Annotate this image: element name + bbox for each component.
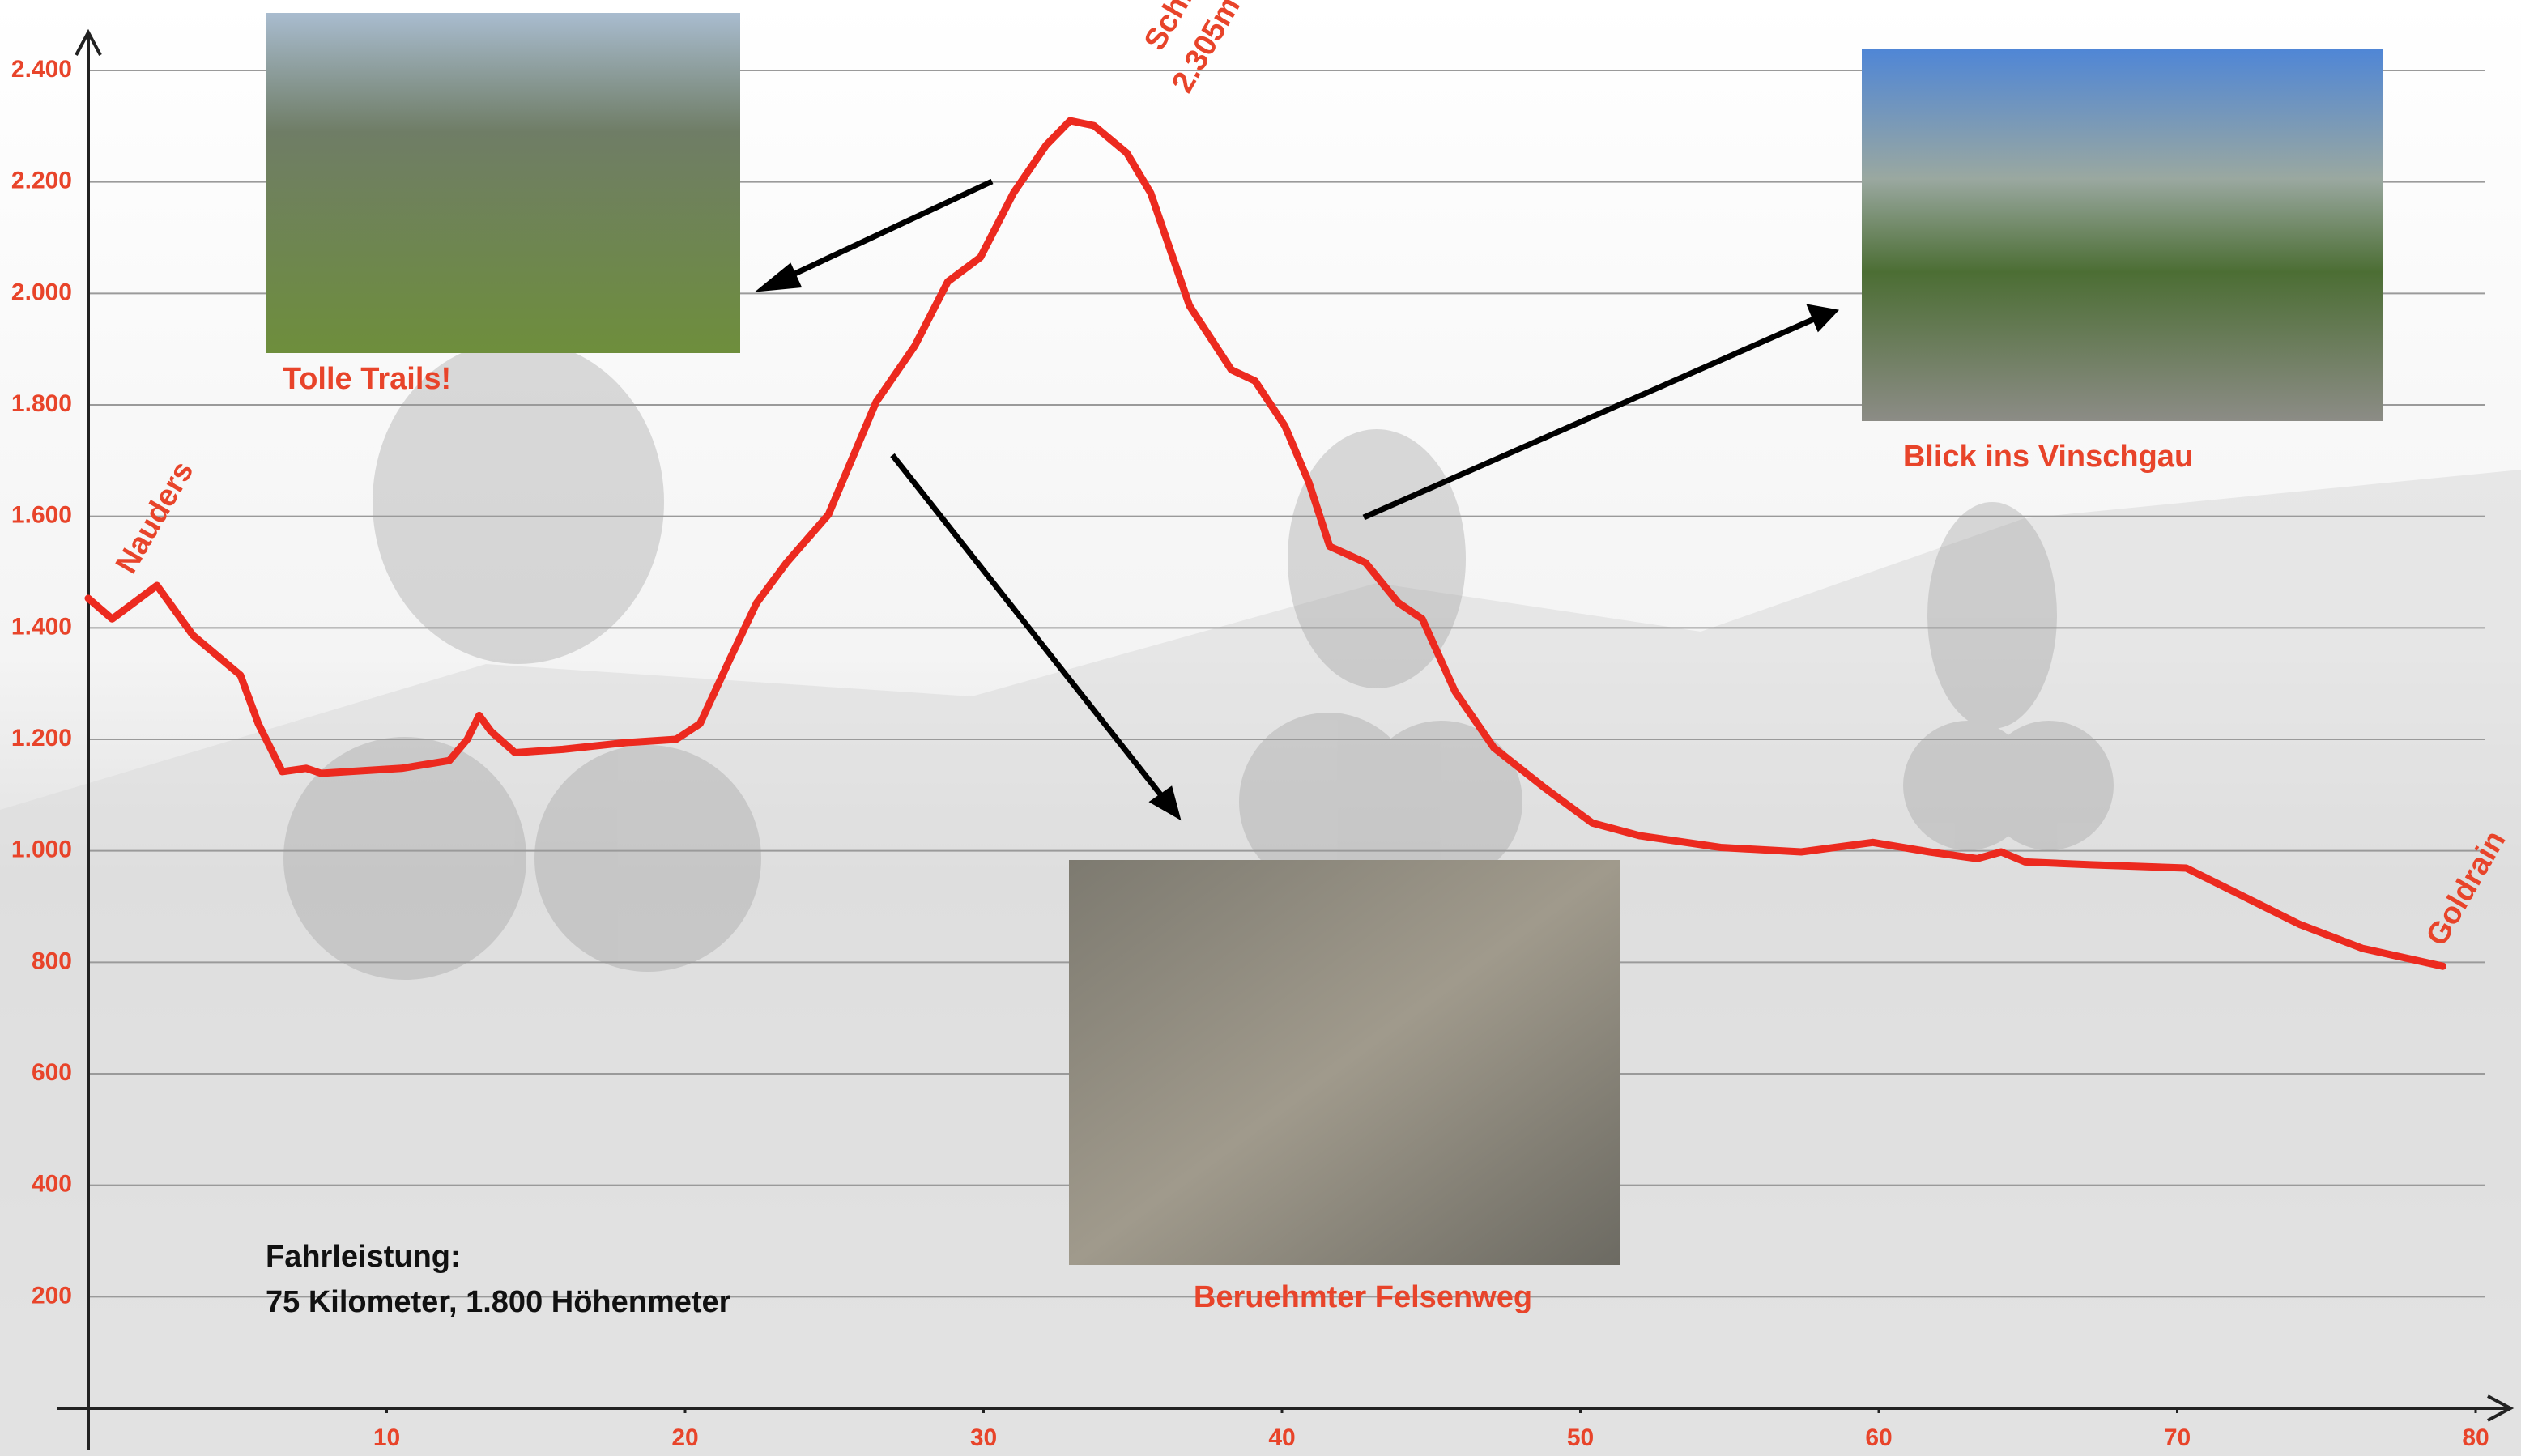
y-tick-label: 400 <box>32 1171 72 1198</box>
x-tick-label: 20 <box>671 1424 698 1451</box>
y-tick-label: 1.600 <box>11 502 72 529</box>
photo-caption: Beruehmter Felsenweg <box>1194 1280 1532 1314</box>
x-tick-label: 30 <box>970 1424 997 1451</box>
photo-trails <box>266 13 740 353</box>
x-tick-label: 50 <box>1567 1424 1594 1451</box>
x-tick-label: 80 <box>2462 1424 2489 1451</box>
photo-caption: Tolle Trails! <box>283 362 451 396</box>
y-tick-label: 600 <box>32 1059 72 1086</box>
summary-heading: Fahrleistung: <box>266 1240 461 1274</box>
y-tick-label: 1.800 <box>11 390 72 417</box>
x-tick-label: 60 <box>1865 1424 1892 1451</box>
x-tick-label: 70 <box>2164 1424 2191 1451</box>
page: {"chart_data": { "type": "line", "annota… <box>0 0 2521 1456</box>
y-tick-label: 2.200 <box>11 168 72 194</box>
photo-vinschgau <box>1862 49 2383 421</box>
y-tick-label: 2.400 <box>11 56 72 83</box>
y-tick-label: 200 <box>32 1282 72 1309</box>
y-tick-label: 2.000 <box>11 279 72 305</box>
summary-text: 75 Kilometer, 1.800 Höhenmeter <box>266 1285 731 1319</box>
photo-felsenweg <box>1069 860 1620 1265</box>
y-tick-label: 800 <box>32 947 72 974</box>
x-tick-label: 40 <box>1268 1424 1295 1451</box>
x-tick-label: 10 <box>373 1424 400 1451</box>
photo-caption: Blick ins Vinschgau <box>1903 440 2193 474</box>
y-tick-label: 1.200 <box>11 725 72 751</box>
y-tick-label: 1.400 <box>11 613 72 640</box>
chart: 200 400 600 800 1.000 1.200 1.400 1.600 1.800 2.0… <box>0 0 2521 1456</box>
y-tick-label: 1.000 <box>11 837 72 863</box>
